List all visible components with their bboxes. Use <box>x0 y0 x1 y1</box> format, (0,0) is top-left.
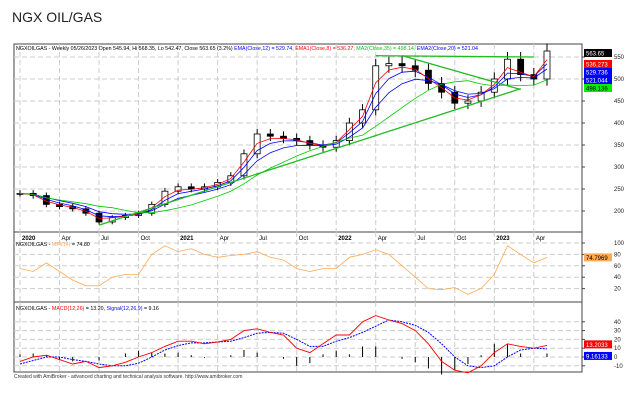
legend-item: EMA2(Close,20) = 521.04 <box>415 46 478 52</box>
candle-body <box>464 100 472 104</box>
x-tick-label: Oct <box>141 236 151 242</box>
legend-item: Signal(12,26,9) <box>105 306 143 312</box>
macd-tick-label: 30 <box>614 329 621 335</box>
x-tick-label: 2022 <box>338 236 352 242</box>
candle-body <box>517 58 525 76</box>
price-value-label-bg <box>584 76 612 84</box>
price-value-label: 521.044 <box>586 79 608 85</box>
candle-body <box>411 65 419 71</box>
price-value-label-bg <box>584 49 612 57</box>
candle-body <box>174 186 182 192</box>
x-tick-label: Jul <box>417 236 425 242</box>
legend-item: MFI(14) <box>50 242 70 248</box>
mfi-tick-label: 40 <box>614 275 621 281</box>
mfi-tick-label: 80 <box>614 252 621 258</box>
candle-body <box>385 63 393 67</box>
trendline <box>401 55 521 91</box>
candle-body <box>266 133 274 137</box>
candle-body <box>372 65 380 111</box>
ema20-line <box>19 68 548 215</box>
macd-tick-label: -10 <box>614 364 623 370</box>
legend-item: NGXOILGAS - <box>16 242 51 248</box>
x-tick-label: Jul <box>259 236 267 242</box>
mfi-value-label-bg <box>584 253 612 262</box>
price-tick-label: 550 <box>614 55 625 61</box>
x-tick-label: Apr <box>536 236 545 242</box>
legend-item: = 74.80 <box>70 242 89 248</box>
ema8-line <box>19 59 548 219</box>
price-tick-label: 400 <box>614 121 625 127</box>
candle-body <box>398 63 406 67</box>
price-tick-label: 200 <box>614 209 625 215</box>
mfi-tick-label: 20 <box>614 287 621 293</box>
candle-body <box>187 186 195 190</box>
candle-body <box>543 50 551 80</box>
price-tick-label: 500 <box>614 77 625 83</box>
x-tick-label: 2020 <box>22 236 36 242</box>
price-value-label: 563.65 <box>586 52 605 58</box>
macd-tick-label: 0 <box>614 355 618 361</box>
ema12-line <box>19 63 548 218</box>
signal-value-label: 9.16133 <box>586 354 608 360</box>
legend-item: = 9.16 <box>142 306 158 312</box>
mfi-line <box>19 245 548 295</box>
price-value-label-bg <box>584 60 612 68</box>
signal-line <box>19 319 548 369</box>
price-value-label: 529.736 <box>586 71 608 77</box>
macd-tick-label: 10 <box>614 346 621 352</box>
x-tick-label: 2021 <box>180 236 194 242</box>
price-tick-label: 250 <box>614 187 625 193</box>
legend-item: MA2(Close,35) = 498.14, <box>355 46 416 52</box>
macd-value-label-bg <box>584 340 612 349</box>
price-tick-label: 300 <box>614 165 625 171</box>
macd-legend: NGXOILGAS - MACD(12,26) = 13.20, Signal(… <box>16 306 159 312</box>
x-tick-label: Oct <box>457 236 467 242</box>
macd-tick-label: 40 <box>614 320 621 326</box>
mfi-tick-label: 100 <box>614 241 625 247</box>
legend-item: MACD(12,26) <box>50 306 84 312</box>
mfi-tick-label: 60 <box>614 264 621 270</box>
price-value-label-bg <box>584 84 612 92</box>
x-tick-label: Oct <box>299 236 309 242</box>
signal-value-label-bg <box>584 351 612 360</box>
pane-frame-2 <box>13 301 583 373</box>
x-tick-label: Apr <box>378 236 387 242</box>
legend-item: = 13.20, <box>84 306 105 312</box>
x-tick-label: 2023 <box>496 236 510 242</box>
macd-line <box>19 315 548 374</box>
price-value-label: 498.136 <box>586 87 608 93</box>
candle-body <box>504 58 511 80</box>
candle-body <box>240 153 248 177</box>
legend-item: NGXOILGAS - Weekly 05/26/2023 Open 545.9… <box>16 46 233 52</box>
mfi-value-label: 74.7969 <box>586 256 608 262</box>
price-value-label-bg <box>584 68 612 76</box>
macd-value-label: 13.2033 <box>586 343 608 349</box>
trendline <box>98 88 521 226</box>
x-tick-label: Apr <box>220 236 229 242</box>
candle-body <box>95 212 103 223</box>
price-tick-label: 450 <box>614 99 625 105</box>
price-tick-label: 350 <box>614 143 625 149</box>
ma35-line <box>19 79 548 214</box>
x-tick-label: Apr <box>62 236 71 242</box>
legend-item: EMA(Close,12) = 529.74, <box>233 46 294 52</box>
candle-body <box>345 122 353 142</box>
footer-credit: Created with AmiBroker - advanced charti… <box>14 374 243 380</box>
macd-tick-label: 20 <box>614 337 621 343</box>
price-legend: NGXOILGAS - Weekly 05/26/2023 Open 545.9… <box>16 46 478 52</box>
mfi-legend: NGXOILGAS - MFI(14) = 74.80 <box>16 242 90 248</box>
candle-body <box>280 135 287 139</box>
legend-item: NGXOILGAS - <box>16 306 51 312</box>
price-value-label: 536.273 <box>586 63 608 69</box>
legend-item: EMA1(Close,8) = 536.27, <box>294 46 355 52</box>
page-title: NGX OIL/GAS <box>12 9 103 25</box>
x-tick-label: Jul <box>101 236 109 242</box>
